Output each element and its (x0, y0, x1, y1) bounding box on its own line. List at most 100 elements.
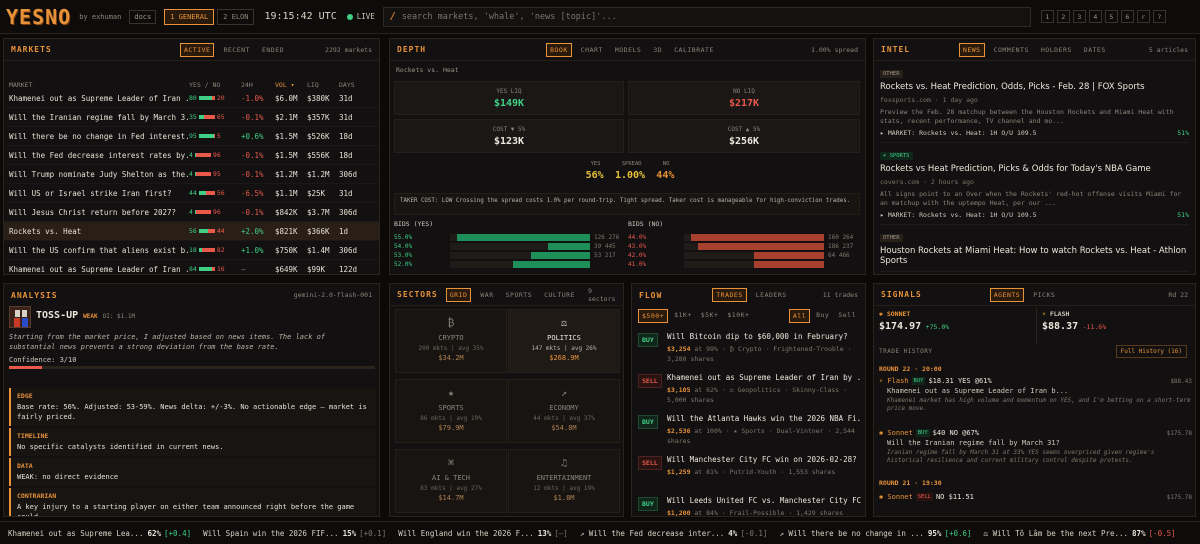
full-history-button[interactable]: Full History (16) (1115, 345, 1187, 358)
bid-depth-bar (754, 261, 824, 268)
hotkey-r[interactable]: r (1136, 10, 1150, 23)
side-filter[interactable]: All (788, 309, 811, 323)
tab-ended[interactable]: ENDED (261, 45, 285, 54)
agent-trade-row[interactable]: ✱ Sonnet SELL NO $11.51 $175.78 (879, 493, 1192, 501)
bid-depth-track (684, 234, 824, 241)
intel-title: INTEL (881, 45, 911, 54)
news-item[interactable]: OTHER Rockets vs. Heat Prediction, Odds, … (880, 61, 1189, 143)
market-row[interactable]: Will the Iranian regime fall by March 3.… (4, 108, 379, 127)
news-item[interactable]: + SPORTS Rockets vs Heat Prediction, Pick… (880, 143, 1189, 225)
tab-news[interactable]: NEWS (958, 42, 985, 57)
trade-row[interactable]: BUY Will the Atlanta Hawks win the 2026 N… (638, 411, 863, 449)
flash-agent-card[interactable]: ⚡ FLASH $88.37 -11.6% (1042, 310, 1195, 342)
side-filter[interactable]: Buy (816, 311, 830, 319)
market-row[interactable]: Will Jesus Christ return before 2027? 4 96… (4, 203, 379, 222)
workspace-tab-elon[interactable]: 2 ELON (217, 8, 255, 25)
trade-amount: $175.78 (1166, 429, 1192, 437)
column-header[interactable]: DAYS (339, 81, 355, 89)
trade-row[interactable]: BUY Will Bitcoin dip to $60,000 in Februa… (638, 329, 863, 367)
sector-entertainment[interactable]: ♫ ENTERTAINMENT 12 mkts | avg 19% $1.8M (508, 449, 620, 513)
tab-chart[interactable]: CHART (580, 45, 603, 54)
hotkey-?[interactable]: ? (1152, 10, 1166, 23)
side-filter[interactable]: Sell (838, 311, 856, 319)
column-header[interactable]: 24H (241, 81, 253, 89)
column-header[interactable]: LIQ (307, 81, 319, 89)
market-row[interactable]: Khamenei out as Supreme Leader of Iran .… (4, 260, 379, 274)
tab-3d[interactable]: 3D (653, 45, 663, 54)
tab-grid[interactable]: GRID (445, 287, 472, 302)
size-filter[interactable]: $500+ (638, 309, 669, 323)
hotkey-6[interactable]: 6 (1120, 10, 1134, 23)
yes-price: 84 (189, 265, 197, 273)
sector-economy[interactable]: ↗ ECONOMY 44 mkts | avg 37% $54.8M (508, 379, 620, 443)
tab-culture[interactable]: CULTURE (544, 290, 576, 299)
market-row[interactable]: Rockets vs. Heat 56 44 +2.0% $821K $366K 1d (4, 222, 379, 241)
sector-politics[interactable]: ⚖ POLITICS 147 mkts | avg 26% $268.9M (508, 309, 620, 373)
news-market-link[interactable]: ▸ MARKET: Rockets vs. Heat: 1H O/U 109.5… (880, 129, 1189, 137)
ticker-item[interactable]: ↗ Will the Fed decrease inter... 4% [-0.1] (580, 529, 768, 538)
tab-sports[interactable]: SPORTS (505, 290, 533, 299)
hotkey-3[interactable]: 3 (1072, 10, 1086, 23)
size-filter[interactable]: $1K+ (674, 311, 692, 319)
market-row[interactable]: Will the Fed decrease interest rates by.… (4, 146, 379, 165)
tab-dates[interactable]: DATES (1083, 45, 1106, 54)
column-header[interactable]: YES / NO (189, 81, 221, 89)
hotkey-2[interactable]: 2 (1056, 10, 1070, 23)
tab-comments[interactable]: COMMENTS (993, 45, 1029, 54)
flash-name: FLASH (1049, 310, 1070, 318)
signals-panel: SIGNALS AGENTS PICKS Rd 22 ✱ SONNET $174.… (873, 283, 1196, 517)
trade-market: Khamenei out as Supreme Leader of Iran b… (667, 373, 862, 382)
size-filter[interactable]: $10K+ (727, 311, 750, 319)
column-header[interactable]: VOL ▾ (275, 81, 295, 89)
sector-crypto[interactable]: ₿ CRYPTO 200 mkts | avg 35% $34.2M (395, 309, 507, 373)
tab-leaders[interactable]: LEADERS (755, 291, 787, 299)
tab-models[interactable]: MODELS (614, 45, 642, 54)
sector-ai-tech[interactable]: ⌘ AI & TECH 83 mkts | avg 27% $14.7M (395, 449, 507, 513)
market-name: Khamenei out as Supreme Leader of Iran .… (9, 93, 189, 103)
size-filter[interactable]: $5K+ (700, 311, 719, 319)
docs-link[interactable]: docs (129, 9, 157, 24)
agent-trade-row[interactable]: ⚡ Flash BUY $18.31 YES @61% $88.43 Khamenei … (879, 377, 1192, 413)
search-bar[interactable]: / (382, 6, 1031, 27)
market-row[interactable]: Will Trump nominate Judy Shelton as the.… (4, 165, 379, 184)
hotkey-1[interactable]: 1 (1040, 10, 1054, 23)
tab-calibrate[interactable]: CALIBRATE (674, 45, 714, 54)
tab-active[interactable]: ACTIVE (179, 42, 215, 57)
sector-sports[interactable]: ★ SPORTS 86 mkts | avg 19% $79.9M (395, 379, 507, 443)
yes-no-bar (198, 134, 215, 138)
news-item[interactable]: OTHER Houston Rockets at Miami Heat: How … (880, 225, 1189, 272)
sonnet-agent-card[interactable]: ✱ SONNET $174.97 +75.0% (879, 310, 1039, 342)
news-market-link[interactable]: ▸ MARKET: Rockets vs. Heat: 1H O/U 109.5… (880, 211, 1189, 219)
ticker-item[interactable]: ↗ Will there be no change in ... 95% [+0.6… (779, 529, 971, 538)
ticker-item[interactable]: Will England win the 2026 F... 13% [—] (398, 529, 568, 538)
ticker-item[interactable]: ⚖ Will Tô Lâm be the next Pre... 87% [-0.5… (984, 529, 1176, 538)
tab-trades[interactable]: TRADES (712, 288, 747, 302)
ticker-item[interactable]: Khamenei out as Supreme Lea... 62% [+0.4] (8, 529, 191, 538)
trade-row[interactable]: SELL Will Manchester City FC win on 2026-… (638, 452, 863, 490)
sectors-tabs: GRID WAR SPORTS CULTURE (445, 287, 578, 302)
workspace-tab-general[interactable]: 1 GENERAL (164, 8, 215, 25)
ticker-item[interactable]: Will Spain win the 2026 FIF... 15% [+0.1] (203, 529, 386, 538)
change-24h: — (241, 264, 246, 274)
market-row[interactable]: Will there be no change in Fed interest.… (4, 127, 379, 146)
column-header[interactable]: MARKET (9, 81, 33, 89)
tab-agents[interactable]: AGENTS (989, 287, 1025, 302)
tab-recent[interactable]: RECENT (223, 45, 250, 54)
markets-tabs: ACTIVE RECENT ENDED (179, 42, 287, 57)
trade-row[interactable]: SELL Khamenei out as Supreme Leader of Ir… (638, 370, 863, 408)
analysis-section: CONTRARIAN A key injury to a starting pla… (9, 488, 376, 516)
tab-book[interactable]: BOOK (546, 42, 572, 57)
trade-row[interactable]: BUY Will Leeds United FC vs. Manchester C… (638, 493, 863, 517)
market-row[interactable]: Will US or Israel strike Iran first? 44 56… (4, 184, 379, 203)
market-row[interactable]: Khamenei out as Supreme Leader of Iran .… (4, 89, 379, 108)
tab-picks[interactable]: PICKS (1033, 290, 1056, 299)
trade-meta: at 84% · Frail-Possible · 1,429 shares (690, 509, 844, 517)
agent-trade-row[interactable]: ✱ Sonnet BUY $40 NO @67% $175.78 Will the Ir… (879, 429, 1192, 465)
hotkey-5[interactable]: 5 (1104, 10, 1118, 23)
hotkey-4[interactable]: 4 (1088, 10, 1102, 23)
tab-war[interactable]: WAR (480, 290, 494, 299)
yes-price: 44 (189, 189, 197, 197)
market-row[interactable]: Will the US confirm that aliens exist b.… (4, 241, 379, 260)
tab-holders[interactable]: HOLDERS (1040, 45, 1072, 54)
search-input[interactable] (401, 11, 1002, 22)
